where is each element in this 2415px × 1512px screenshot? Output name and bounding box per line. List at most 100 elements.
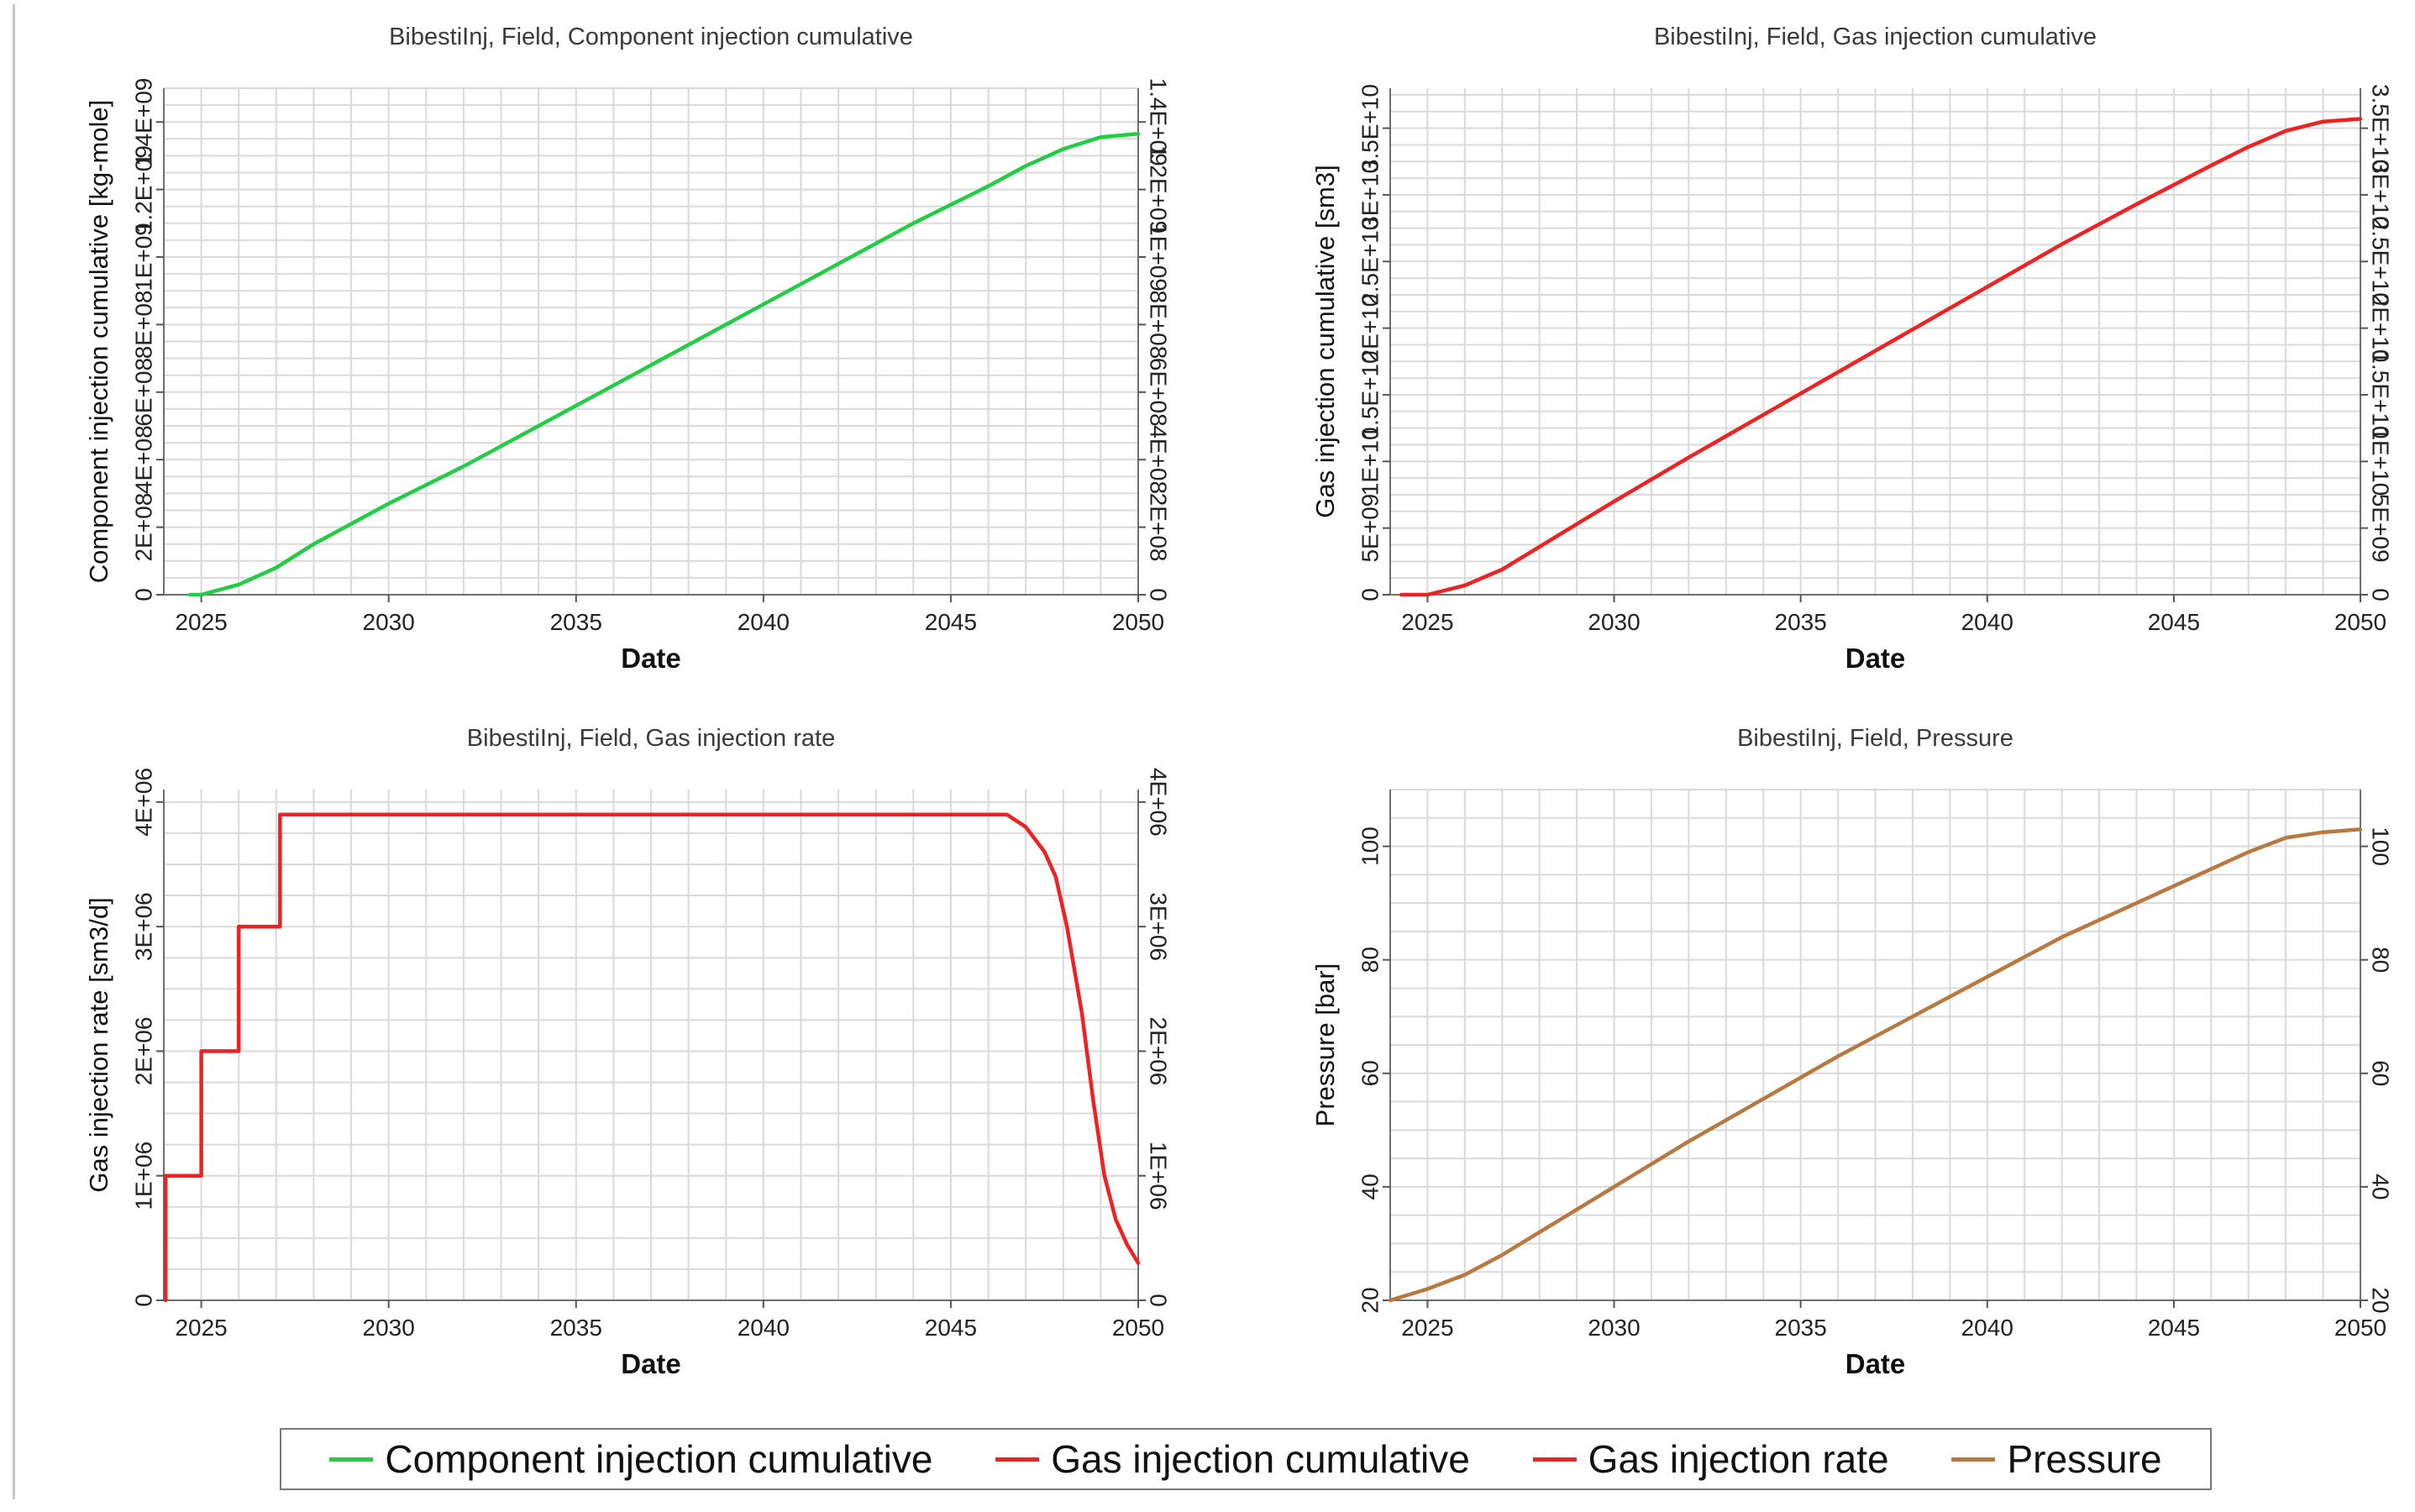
y-tick-label-left: 4E+08 <box>130 425 156 494</box>
x-tick-label: 2050 <box>1112 1315 1164 1341</box>
y-tick-label-right: 3E+06 <box>1146 892 1172 961</box>
series-line-gas-injection-rate <box>163 812 1141 1303</box>
x-tick-label: 2025 <box>1401 1315 1453 1341</box>
y-tick-label-left: 60 <box>1357 1060 1383 1086</box>
series-line-component-injection-cumulative <box>187 132 1141 597</box>
y-tick-label-right: 2.5E+10 <box>2368 218 2394 306</box>
x-axis-label: Date <box>621 1348 681 1379</box>
axes-frame <box>163 88 1139 596</box>
y-tick-label-right: 3.5E+10 <box>2368 84 2394 172</box>
y-tick-label-right: 0 <box>2368 588 2394 601</box>
legend-label: Gas injection rate <box>1588 1437 1889 1481</box>
y-tick-label-right: 2E+08 <box>1146 493 1172 562</box>
x-tick-label: 2045 <box>2148 609 2200 635</box>
legend-item-gas-injection-rate[interactable]: Gas injection rate <box>1532 1436 1889 1482</box>
y-tick-label-left: 0 <box>1357 588 1383 601</box>
x-tick-label: 2040 <box>1961 609 2013 635</box>
y-tick-label-left: 1.5E+10 <box>1357 350 1383 438</box>
y-tick-label-right: 3E+10 <box>2368 160 2394 229</box>
legend-label: Component injection cumulative <box>385 1437 933 1481</box>
x-tick-label: 2045 <box>2148 1315 2200 1341</box>
grid-lines <box>163 87 1139 596</box>
legend-label: Gas injection cumulative <box>1051 1437 1470 1481</box>
y-tick-label-right: 1.5E+10 <box>2368 350 2394 438</box>
chart-title: BibestiInj, Field, Gas injection cumulat… <box>1654 24 2097 50</box>
y-tick-label-right: 20 <box>2368 1287 2394 1313</box>
legend-swatch <box>1532 1457 1577 1462</box>
y-tick-label-left: 8E+08 <box>130 291 156 360</box>
x-tick-label: 2040 <box>1961 1315 2013 1341</box>
x-tick-label: 2035 <box>1775 1315 1827 1341</box>
grid-lines <box>163 790 1139 1301</box>
y-tick-label-left: 2.5E+10 <box>1357 218 1383 306</box>
chart-title: BibestiInj, Field, Gas injection rate <box>467 725 835 752</box>
x-tick-label: 2025 <box>175 609 227 635</box>
x-tick-label: 2030 <box>1588 1315 1640 1341</box>
chart-title: BibestiInj, Field, Pressure <box>1737 725 2013 752</box>
y-tick-label-right: 0 <box>1146 1294 1172 1307</box>
y-tick-label-left: 1E+10 <box>1357 427 1383 496</box>
y-tick-label-left: 0 <box>130 588 156 601</box>
left-divider <box>13 4 15 1499</box>
y-tick-label-right: 2E+10 <box>2368 294 2394 363</box>
x-axis-label: Date <box>1845 643 1906 674</box>
y-tick-label-left: 1E+06 <box>130 1142 156 1210</box>
x-tick-label: 2025 <box>175 1315 227 1341</box>
y-tick-label-right: 8E+08 <box>1146 291 1172 360</box>
y-tick-label-right: 2E+06 <box>1146 1017 1172 1086</box>
y-tick-label-right: 4E+08 <box>1146 425 1172 494</box>
x-tick-label: 2045 <box>925 609 977 635</box>
y-tick-label-left: 1.2E+09 <box>130 145 156 234</box>
axes-frame <box>163 790 1139 1301</box>
y-tick-label-left: 3.5E+10 <box>1357 84 1383 172</box>
y-axis-label: Component injection cumulative [kg-mole] <box>84 100 113 584</box>
x-tick-label: 2030 <box>363 609 415 635</box>
x-tick-label: 2050 <box>2334 1315 2386 1341</box>
y-tick-label-left: 2E+06 <box>130 1017 156 1086</box>
axes-frame <box>1389 790 2361 1301</box>
x-tick-label: 2025 <box>1401 609 1453 635</box>
legend: Component injection cumulative Gas injec… <box>280 1428 2212 1490</box>
x-tick-label: 2030 <box>363 1315 415 1341</box>
y-tick-label-right: 0 <box>1146 588 1172 601</box>
x-tick-label: 2035 <box>1775 609 1827 635</box>
y-tick-label-left: 1.4E+09 <box>130 78 156 166</box>
y-tick-label-right: 1.2E+09 <box>1146 145 1172 234</box>
y-axis-label: Gas injection cumulative [sm3] <box>1310 165 1340 517</box>
y-tick-label-right: 60 <box>2368 1060 2394 1086</box>
legend-item-pressure[interactable]: Pressure <box>1951 1436 2162 1482</box>
y-tick-label-right: 40 <box>2368 1173 2394 1200</box>
legend-item-component-injection-cumulative[interactable]: Component injection cumulative <box>329 1436 932 1482</box>
y-axis-label: Pressure [bar] <box>1310 963 1340 1127</box>
chart-title: BibestiInj, Field, Component injection c… <box>389 24 913 50</box>
y-tick-label-right: 1E+10 <box>2368 427 2394 496</box>
series-line-pressure <box>1388 827 2363 1303</box>
x-tick-label: 2050 <box>2334 609 2386 635</box>
y-tick-label-left: 2E+08 <box>130 493 156 562</box>
x-tick-label: 2040 <box>738 609 790 635</box>
x-tick-label: 2030 <box>1588 609 1640 635</box>
y-tick-label-left: 1E+09 <box>130 223 156 291</box>
legend-swatch <box>1951 1457 1996 1462</box>
axes-frame <box>1389 88 2361 596</box>
y-tick-label-left: 20 <box>1357 1287 1383 1313</box>
x-axis-label: Date <box>621 643 681 674</box>
legend-swatch <box>995 1457 1040 1462</box>
y-tick-label-right: 6E+08 <box>1146 358 1172 427</box>
y-tick-label-left: 4E+06 <box>130 768 156 837</box>
x-tick-label: 2045 <box>925 1315 977 1341</box>
y-tick-label-right: 4E+06 <box>1146 768 1172 837</box>
y-tick-label-left: 40 <box>1357 1173 1383 1200</box>
y-tick-label-left: 5E+09 <box>1357 494 1383 563</box>
gas-injection-rate-chart: 2025 2030 2035 2040 2045 2050 0 0 1E+06 1E+06 2E+0… <box>84 725 1172 1379</box>
y-tick-label-left: 2E+10 <box>1357 294 1383 363</box>
y-tick-label-right: 80 <box>2368 947 2394 973</box>
y-tick-label-right: 1E+09 <box>1146 223 1172 291</box>
legend-item-gas-injection-cumulative[interactable]: Gas injection cumulative <box>995 1436 1470 1482</box>
x-tick-label: 2040 <box>738 1315 790 1341</box>
y-tick-label-right: 100 <box>2368 827 2394 866</box>
y-tick-label-left: 3E+10 <box>1357 160 1383 229</box>
